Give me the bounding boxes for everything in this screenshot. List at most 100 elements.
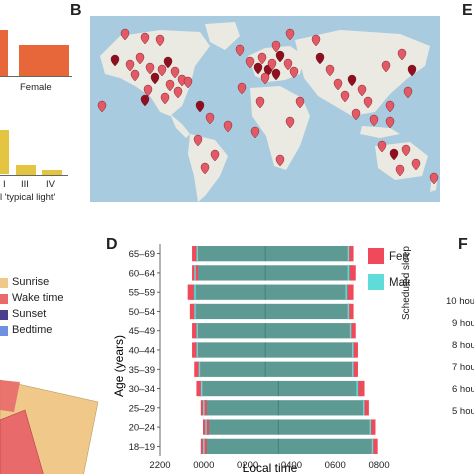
panel-f-tick-5: 5 hou bbox=[452, 406, 474, 417]
map-pin bbox=[369, 114, 379, 127]
map-pin bbox=[245, 56, 255, 69]
female-wake-mark bbox=[351, 361, 358, 377]
map-pin bbox=[143, 84, 153, 97]
map-pin bbox=[200, 162, 210, 175]
land-indonesia bbox=[360, 126, 400, 138]
tick-label-iv: IV bbox=[46, 179, 55, 190]
map-pin bbox=[183, 76, 193, 89]
map-pin bbox=[97, 100, 107, 113]
map-pin bbox=[130, 69, 140, 82]
sleep-bar bbox=[199, 380, 362, 397]
panel-letter-f: F bbox=[458, 236, 468, 253]
map-pin bbox=[285, 116, 295, 129]
map-pin bbox=[257, 52, 267, 65]
female-bed-mark bbox=[196, 380, 203, 397]
panel-a-top-bars: Female bbox=[0, 0, 75, 100]
map-pin bbox=[271, 40, 281, 53]
map-pin bbox=[237, 82, 247, 95]
legend-label-sunset: Sunset bbox=[12, 308, 47, 320]
map-pin bbox=[347, 74, 357, 87]
map-pin bbox=[125, 59, 135, 72]
x-tick-label: 0400 bbox=[281, 460, 302, 471]
map-pin bbox=[285, 28, 295, 41]
sleep-bar bbox=[192, 303, 351, 320]
world-map bbox=[90, 16, 440, 202]
female-wake-mark bbox=[371, 438, 378, 454]
female-bed-mark bbox=[189, 303, 196, 320]
panel-c: Sunrise Wake time Sunset Bedtime bbox=[0, 270, 110, 474]
legend-label-sunrise: Sunrise bbox=[12, 276, 50, 288]
map-pin bbox=[120, 28, 130, 41]
bar-female bbox=[19, 45, 69, 76]
y-tick-label: 35–39 bbox=[129, 365, 155, 376]
panel-letter-b: B bbox=[70, 2, 82, 19]
y-axis-label: Age (years) bbox=[112, 335, 126, 397]
map-pin bbox=[377, 140, 387, 153]
bar-group bbox=[187, 246, 378, 454]
female-bed-mark bbox=[187, 284, 194, 300]
legend-label-wake: Wake time bbox=[12, 292, 64, 304]
map-pin bbox=[145, 62, 155, 75]
legend-label: Male bbox=[389, 277, 410, 289]
map-pin bbox=[315, 52, 325, 65]
map-pin bbox=[160, 92, 170, 105]
x-tick-label: 0800 bbox=[368, 460, 389, 471]
female-wake-mark bbox=[358, 380, 365, 397]
map-pin bbox=[140, 94, 150, 107]
map-pin bbox=[401, 144, 411, 157]
panel-f-tick-7: 7 hou bbox=[452, 362, 474, 373]
map-pin bbox=[363, 96, 373, 109]
swatch-sunrise bbox=[0, 278, 8, 288]
chart-d: Age (years) Local time 65–69 60–64 55–59 50… bbox=[112, 244, 410, 474]
panel-letter-e: E bbox=[462, 2, 473, 19]
legend: Female Male bbox=[368, 248, 410, 290]
map-pin bbox=[295, 96, 305, 109]
map-pin bbox=[381, 60, 391, 73]
swatch-sunset bbox=[0, 310, 8, 320]
map-pin bbox=[163, 56, 173, 69]
map-pin bbox=[411, 158, 421, 171]
legend-label: Female bbox=[389, 251, 410, 263]
map-pin bbox=[150, 72, 160, 85]
map-pin bbox=[333, 78, 343, 91]
bar-III bbox=[16, 165, 36, 175]
land-greenland bbox=[205, 22, 240, 50]
y-tick-label: 50–54 bbox=[129, 307, 155, 318]
map-pin bbox=[325, 64, 335, 77]
map-pin bbox=[193, 134, 203, 147]
bar-partial-left bbox=[0, 30, 8, 76]
female-bed-mark bbox=[192, 342, 199, 358]
y-tick-label: 65–69 bbox=[129, 249, 155, 260]
map-pin bbox=[397, 48, 407, 61]
map-pin bbox=[250, 126, 260, 139]
panel-a-mid-bars: I III IV l 'typical light' bbox=[0, 120, 80, 220]
label-female: Female bbox=[20, 82, 52, 93]
y-ticks: 65–69 60–64 55–59 50–54 45–49 40–44 35–39 30–34… bbox=[129, 244, 161, 456]
land-central-america bbox=[170, 114, 190, 138]
y-tick-label: 45–49 bbox=[129, 326, 155, 337]
x-tick-label: 0600 bbox=[325, 460, 346, 471]
map-pin bbox=[407, 64, 417, 77]
map-pin bbox=[389, 148, 399, 161]
map-pin bbox=[385, 116, 395, 129]
map-pin bbox=[289, 66, 299, 79]
swatch-bedtime bbox=[0, 326, 8, 336]
map-pin bbox=[357, 84, 367, 97]
map-pin bbox=[351, 108, 361, 121]
swatch-wake bbox=[0, 294, 8, 304]
female-wake-mark bbox=[351, 342, 358, 358]
female-wake-mark bbox=[347, 284, 354, 300]
sleep-bar bbox=[195, 342, 355, 358]
map-pins bbox=[97, 28, 439, 185]
map-pin bbox=[395, 164, 405, 177]
map-pin bbox=[235, 44, 245, 57]
x-tick-label: 0000 bbox=[193, 460, 214, 471]
map-pin bbox=[275, 154, 285, 167]
map-pin bbox=[173, 86, 183, 99]
sleep-bar bbox=[203, 438, 375, 454]
map-pin bbox=[170, 66, 180, 79]
polar-wake-2 bbox=[0, 380, 20, 412]
y-tick-label: 55–59 bbox=[129, 288, 155, 299]
female-wake-mark bbox=[369, 419, 376, 435]
sleep-bar bbox=[195, 246, 351, 262]
